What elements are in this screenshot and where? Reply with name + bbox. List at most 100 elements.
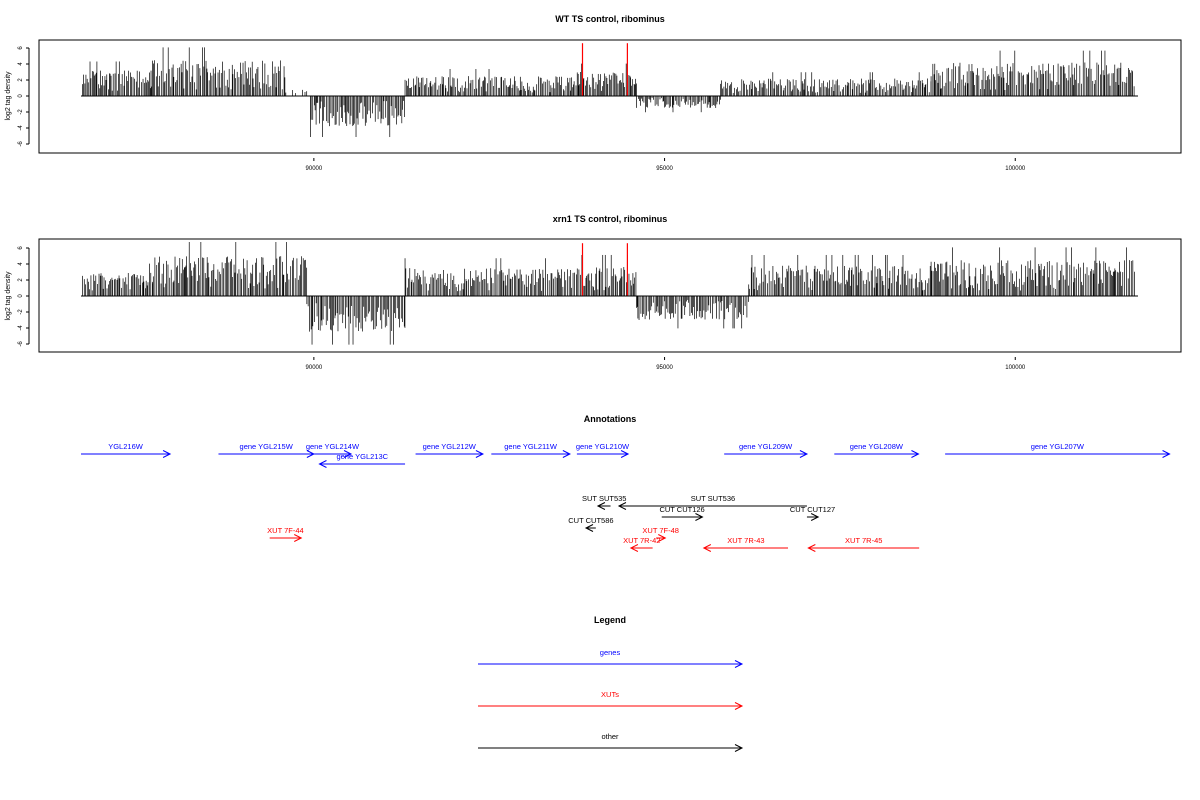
feature-gene-ygl208w: gene YGL208W bbox=[834, 442, 920, 458]
y-tick-label: 0 bbox=[18, 294, 24, 298]
y-tick-label: 2 bbox=[18, 278, 24, 282]
arrowhead-icon bbox=[734, 660, 744, 668]
y-axis: -6 -4 -2 0 2 4 6 bbox=[18, 246, 30, 347]
feature-label: SUT SUT536 bbox=[691, 494, 735, 503]
panel-title: xrn1 TS control, ribominus bbox=[553, 214, 668, 224]
x-tick-label: 90000 bbox=[306, 365, 323, 371]
legend-item-other: other bbox=[478, 732, 744, 752]
annotations-track: Annotations YGL216W gene YGL215W gene YGL2… bbox=[81, 414, 1171, 552]
legend-label: other bbox=[601, 732, 619, 741]
arrowhead-icon bbox=[1162, 450, 1171, 458]
density-panel-xrn1: xrn1 TS control, ribominus log2 tag dens… bbox=[5, 214, 1182, 371]
arrowhead-icon bbox=[734, 744, 744, 752]
arrowhead-icon bbox=[810, 513, 820, 521]
arrowhead-icon bbox=[343, 450, 353, 458]
y-tick-label: -2 bbox=[18, 309, 24, 315]
arrowhead-icon bbox=[294, 534, 303, 542]
y-tick-label: -6 bbox=[18, 341, 24, 347]
feature-label: gene YGL207W bbox=[1031, 442, 1085, 451]
legend-label: genes bbox=[600, 648, 621, 657]
x-tick-label: 95000 bbox=[656, 365, 673, 371]
y-tick-label: -4 bbox=[18, 125, 24, 131]
feature-label: gene YGL208W bbox=[850, 442, 904, 451]
arrowhead-icon bbox=[734, 702, 744, 710]
feature-gene-ygl214w: gene YGL214W bbox=[306, 442, 360, 458]
feature-label: gene YGL214W bbox=[306, 442, 360, 451]
x-tick-label: 100000 bbox=[1005, 166, 1026, 172]
feature-label: XUT 7F-48 bbox=[642, 526, 679, 535]
arrowhead-icon bbox=[475, 450, 485, 458]
bars bbox=[82, 242, 1135, 345]
legend: Legend genes XUTs other bbox=[478, 615, 744, 752]
arrowhead-icon bbox=[695, 513, 704, 521]
arrowhead-icon bbox=[702, 544, 712, 552]
feature-gene-ygl212w: gene YGL212W bbox=[415, 442, 485, 458]
arrowhead-icon bbox=[629, 544, 639, 552]
feature-sut-sut535: SUT SUT535 bbox=[582, 494, 626, 510]
legend-items: genes XUTs other bbox=[478, 648, 744, 752]
x-tick-label: 90000 bbox=[306, 166, 323, 172]
arrowhead-icon bbox=[584, 524, 594, 532]
x-axis: 90000 95000 100000 bbox=[306, 357, 1026, 371]
feature-xut-7r-43: XUT 7R-43 bbox=[702, 536, 789, 552]
legend-item-genes: genes bbox=[478, 648, 744, 668]
feature-gene-ygl215w: gene YGL215W bbox=[218, 442, 315, 458]
y-tick-label: 0 bbox=[18, 94, 24, 98]
bars bbox=[82, 47, 1135, 138]
panel-title: WT TS control, ribominus bbox=[555, 14, 665, 24]
highlight-bars bbox=[581, 43, 628, 96]
density-panel-wt: WT TS control, ribominus log2 tag densit… bbox=[5, 14, 1182, 172]
feature-label: XUT 7R-42 bbox=[623, 536, 660, 545]
arrowhead-icon bbox=[799, 450, 809, 458]
feature-gene-ygl207w: gene YGL207W bbox=[945, 442, 1171, 458]
feature-ygl216w: YGL216W bbox=[81, 442, 172, 458]
feature-label: XUT 7F-44 bbox=[267, 526, 304, 535]
feature-label: gene YGL210W bbox=[576, 442, 630, 451]
feature-xut-7f-48: XUT 7F-48 bbox=[642, 526, 679, 542]
arrowhead-icon bbox=[617, 502, 627, 510]
y-tick-label: 4 bbox=[18, 62, 24, 66]
y-tick-label: -2 bbox=[18, 109, 24, 115]
y-tick-label: 6 bbox=[18, 46, 24, 50]
feature-label: XUT 7R-45 bbox=[845, 536, 882, 545]
y-axis-label: log2 tag density bbox=[5, 71, 12, 121]
feature-label: YGL216W bbox=[108, 442, 144, 451]
feature-sut-sut536: SUT SUT536 bbox=[617, 494, 807, 510]
annotations-title: Annotations bbox=[584, 414, 637, 424]
y-tick-label: 6 bbox=[18, 246, 24, 250]
y-tick-label: -6 bbox=[18, 141, 24, 147]
arrowhead-icon bbox=[562, 450, 571, 458]
arrowhead-icon bbox=[658, 534, 667, 542]
feature-label: gene YGL211W bbox=[504, 442, 558, 451]
arrowhead-icon bbox=[911, 450, 920, 458]
feature-gene-ygl209w: gene YGL209W bbox=[724, 442, 809, 458]
feature-label: gene YGL213C bbox=[336, 452, 388, 461]
feature-gene-ygl211w: gene YGL211W bbox=[491, 442, 571, 458]
feature-cut-cut126: CUT CUT126 bbox=[659, 505, 705, 521]
feature-label: CUT CUT586 bbox=[568, 516, 613, 525]
feature-label: CUT CUT127 bbox=[790, 505, 835, 514]
feature-label: SUT SUT535 bbox=[582, 494, 626, 503]
feature-gene-ygl210w: gene YGL210W bbox=[576, 442, 630, 458]
feature-label: gene YGL212W bbox=[423, 442, 477, 451]
feature-label: XUT 7R-43 bbox=[727, 536, 764, 545]
legend-title: Legend bbox=[594, 615, 626, 625]
arrowhead-icon bbox=[807, 544, 816, 552]
feature-xut-7r-45: XUT 7R-45 bbox=[807, 536, 920, 552]
y-tick-label: 2 bbox=[18, 78, 24, 82]
y-tick-label: -4 bbox=[18, 325, 24, 331]
x-tick-label: 100000 bbox=[1005, 365, 1026, 371]
plot-frame bbox=[38, 39, 1182, 154]
feature-gene-ygl213c: gene YGL213C bbox=[318, 452, 406, 468]
arrowhead-icon bbox=[162, 450, 172, 458]
feature-cut-cut586: CUT CUT586 bbox=[568, 516, 614, 532]
y-tick-label: 4 bbox=[18, 262, 24, 266]
arrowhead-icon bbox=[318, 460, 327, 468]
highlight-bars bbox=[581, 243, 628, 296]
x-tick-label: 95000 bbox=[656, 166, 673, 172]
feature-label: gene YGL209W bbox=[739, 442, 793, 451]
feature-label: CUT CUT126 bbox=[659, 505, 704, 514]
y-axis: -6 -4 -2 0 2 4 6 bbox=[18, 46, 30, 147]
